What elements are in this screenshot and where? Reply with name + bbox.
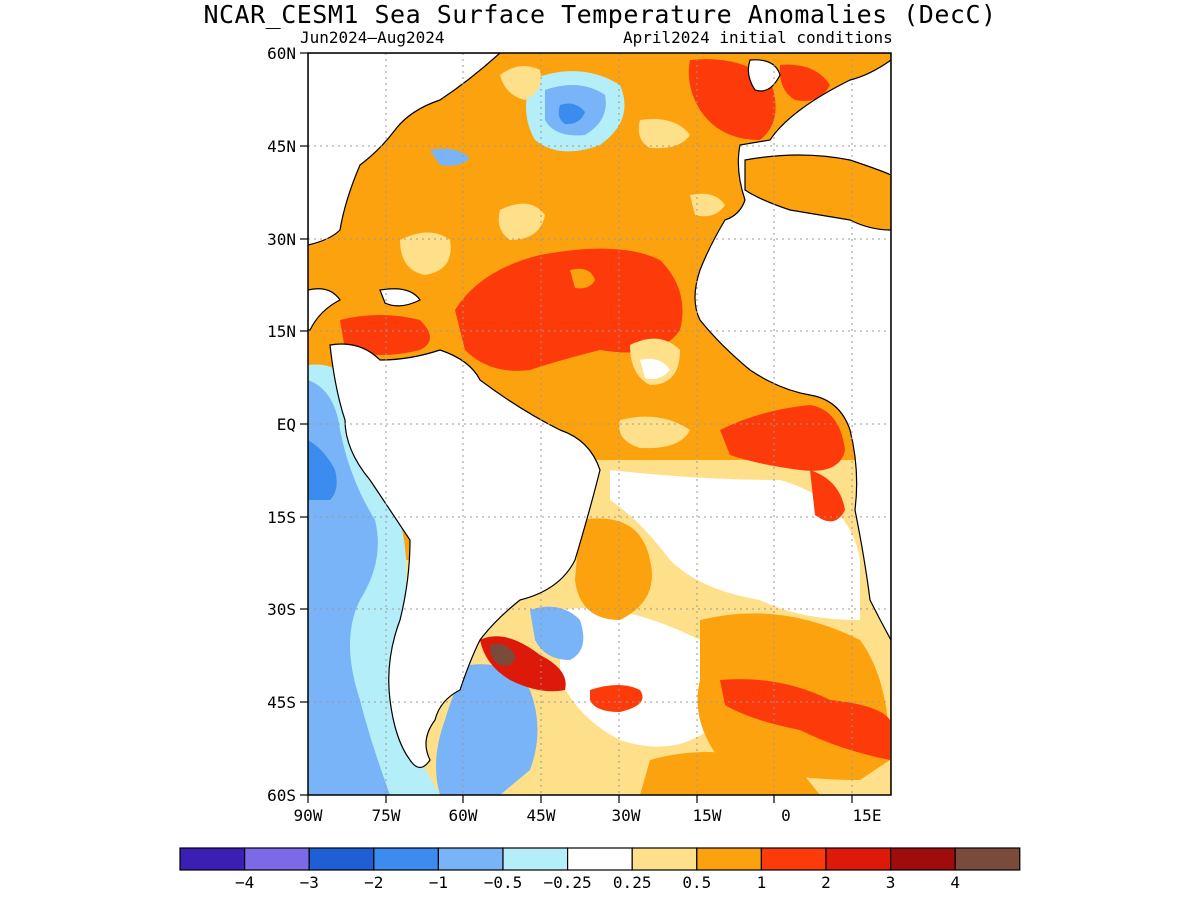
lon-labels: 90W 75W 60W 45W 30W 15W 0 15E	[294, 806, 882, 825]
lat-label: EQ	[277, 415, 296, 434]
lat-labels: 60N 45N 30N 15N EQ 15S 30S 45S 60S	[267, 44, 296, 805]
na-light-4	[690, 193, 725, 217]
labrador-cool-3	[558, 103, 585, 125]
colorbar-swatch	[696, 847, 762, 871]
patagonia-cool	[436, 664, 538, 795]
lon-label: 90W	[294, 806, 323, 825]
south-america-land	[329, 343, 601, 769]
colorbar-swatch	[502, 847, 569, 871]
pacific-blue-patch	[308, 440, 337, 500]
south-red-patch	[720, 679, 890, 760]
cuba-land	[379, 288, 421, 307]
initial-conditions-label: April2024 initial conditions	[623, 28, 893, 47]
lat-label: 60S	[267, 786, 296, 805]
colorbar-label: −1	[429, 873, 448, 892]
lon-label: 45W	[527, 806, 556, 825]
guinea-red	[720, 405, 845, 471]
lon-ticks	[307, 795, 853, 803]
tropical-north-red	[455, 248, 683, 371]
colorbar-label: 3	[886, 873, 896, 892]
colorbar-swatch	[889, 847, 956, 871]
lon-label: 0	[781, 806, 791, 825]
eq-light	[619, 416, 690, 449]
caribbean-red	[340, 315, 430, 355]
colorbar-label: 4	[950, 873, 960, 892]
lat-ticks	[300, 52, 308, 796]
angola-red	[810, 470, 845, 522]
lon-label: 15E	[853, 806, 882, 825]
na-light-5	[500, 66, 541, 100]
north-america-land	[308, 53, 501, 246]
lat-label: 15N	[267, 322, 296, 341]
colorbar-swatch	[760, 847, 827, 871]
na-light-1	[400, 232, 451, 275]
lat-label: 45S	[267, 693, 296, 712]
colorbar-label: 0.25	[613, 873, 652, 892]
colorbar-swatch	[373, 847, 439, 871]
colorbar-label: −2	[364, 873, 383, 892]
lon-label: 75W	[372, 806, 401, 825]
colorbar-swatch	[825, 847, 892, 871]
colorbar-swatch	[308, 847, 375, 871]
lon-label: 15W	[693, 806, 722, 825]
lat-label: 30S	[267, 600, 296, 619]
south-orange-patch-3	[640, 752, 820, 795]
plata-hot-core	[490, 643, 515, 666]
lat-label: 60N	[267, 44, 296, 63]
chart-title: NCAR_CESM1 Sea Surface Temperature Anoma…	[203, 0, 997, 29]
lon-label: 60W	[449, 806, 478, 825]
south-orange-patch-1	[575, 518, 652, 620]
ne-atlantic-red-2	[779, 64, 830, 101]
colorbar-label: −0.25	[544, 873, 592, 892]
south-red-patch-2	[590, 685, 643, 712]
na-light-6	[638, 119, 690, 149]
period-label: Jun2024–Aug2024	[300, 28, 445, 47]
colorbar-swatch	[566, 847, 633, 871]
colorbar-swatch	[179, 847, 246, 871]
british-isles-land	[747, 59, 781, 92]
lon-label: 30W	[612, 806, 641, 825]
colorbar-swatch	[244, 847, 310, 871]
colorbar-swatch	[954, 847, 1021, 871]
na-light-2	[498, 203, 545, 240]
colorbar: −4 −3 −2 −1 −0.5 −0.25 0.25 0.5 1 2 3 4	[179, 847, 1021, 892]
lat-label: 30N	[267, 230, 296, 249]
lat-label: 45N	[267, 137, 296, 156]
sst-field	[308, 53, 891, 795]
colorbar-label: −0.5	[484, 873, 523, 892]
argentine-cool	[530, 606, 584, 660]
colorbar-label: 0.5	[682, 873, 711, 892]
south-white-patch-1	[610, 470, 860, 620]
colorbar-label: 2	[821, 873, 831, 892]
central-america-land	[308, 288, 341, 331]
colorbar-swatch	[437, 847, 504, 871]
colorbar-swatch	[631, 847, 698, 871]
mediterranean-sea	[744, 154, 891, 231]
stlawrence-cool	[430, 148, 470, 166]
tropical-north-orange-hole	[570, 268, 595, 289]
colorbar-label: −4	[235, 873, 254, 892]
colorbar-label: −3	[300, 873, 319, 892]
lat-label: 15S	[267, 508, 296, 527]
colorbar-label: 1	[757, 873, 767, 892]
graticule	[308, 53, 891, 795]
na-white-1	[640, 358, 670, 379]
south-white-patch-2	[560, 608, 727, 747]
